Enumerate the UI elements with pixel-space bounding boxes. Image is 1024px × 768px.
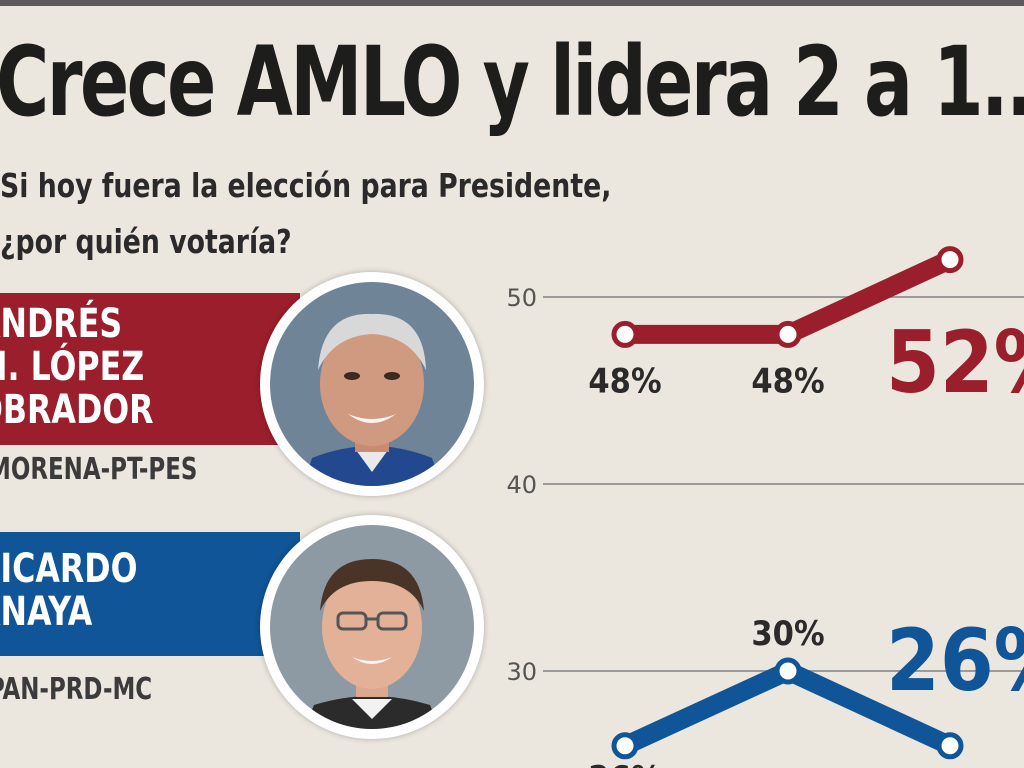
y-tick-label: 50 (506, 284, 537, 312)
y-tick-label: 30 (506, 658, 537, 686)
data-point (611, 320, 639, 348)
candidate-name-anaya: RICARDO ANAYA (0, 548, 138, 634)
candidate-name-line: ANAYA (0, 589, 93, 635)
highlight-value: 26% (886, 611, 1024, 711)
candidate-photo-anaya (260, 515, 484, 739)
candidate-name-line: M. LÓPEZ (0, 344, 145, 390)
chart-series: 48% 48% 52% 26% 30% 26% (588, 246, 1024, 768)
y-tick-label: 40 (506, 471, 537, 499)
data-point (774, 320, 802, 348)
data-label: 26% (588, 759, 661, 768)
data-point (611, 732, 639, 760)
data-label: 48% (588, 361, 661, 401)
data-label: 48% (751, 361, 824, 401)
question-line-1: Si hoy fuera la elección para Presidente… (0, 166, 612, 205)
top-rule (0, 0, 1024, 6)
candidate-name-line: RICARDO (0, 546, 138, 592)
candidate-photo-amlo (260, 272, 484, 496)
data-point (936, 732, 964, 760)
party-label-anaya: PAN-PRD-MC (0, 672, 153, 707)
candidate-name-line: OBRADOR (0, 387, 154, 433)
data-label: 30% (751, 614, 824, 654)
question-line-2: ¿por quién votaría? (0, 222, 292, 261)
data-point (936, 246, 964, 274)
survey-question: Si hoy fuera la elección para Presidente… (0, 158, 611, 270)
candidate-name-amlo: ANDRÉS M. LÓPEZ OBRADOR (0, 303, 154, 432)
data-point (774, 657, 802, 685)
highlight-value: 52% (886, 313, 1024, 413)
party-label-amlo: MORENA-PT-PES (0, 452, 198, 487)
headline: Crece AMLO y lidera 2 a 1... (0, 26, 1024, 138)
candidate-band-anaya: RICARDO ANAYA (0, 532, 300, 656)
candidate-band-amlo: ANDRÉS M. LÓPEZ OBRADOR (0, 293, 300, 445)
candidate-name-line: ANDRÉS (0, 301, 123, 347)
